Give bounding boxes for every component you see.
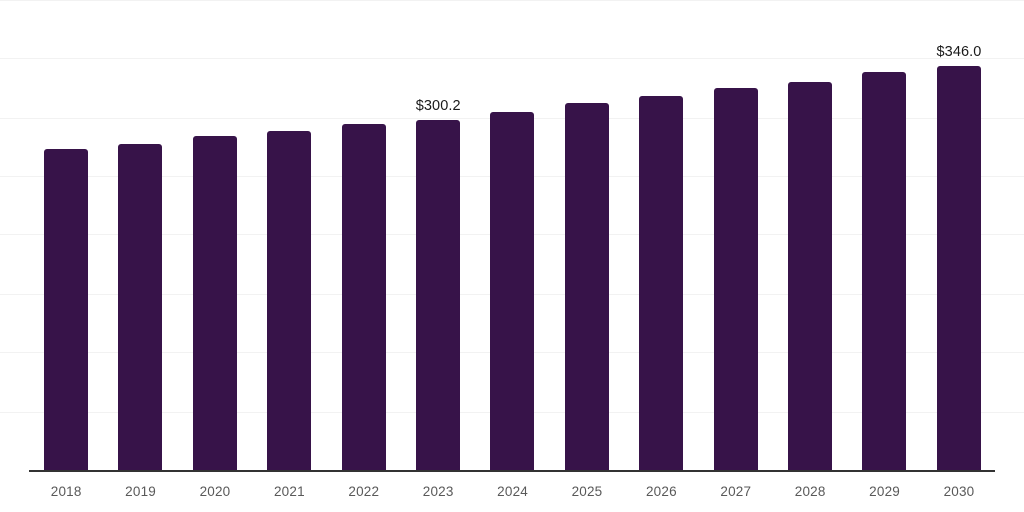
x-axis-tick-label: 2024 — [497, 484, 528, 499]
bar-slot — [699, 0, 773, 470]
x-axis-tick-labels: 2018 2019 2020 2021 2022 2023 2024 2025 2026 2027… — [29, 480, 995, 512]
x-axis-tick-label: 2028 — [794, 484, 826, 499]
bar[interactable] — [44, 148, 88, 470]
gridline — [0, 0, 1024, 1]
bar[interactable] — [713, 87, 758, 470]
bar-slot — [103, 0, 177, 470]
bar-slot — [327, 0, 401, 470]
bar[interactable] — [267, 130, 312, 470]
bar-slot — [550, 0, 624, 470]
x-axis-tick-label: 2021 — [273, 484, 305, 499]
x-axis-tick-label: 2020 — [199, 484, 231, 499]
bar[interactable] — [118, 143, 163, 470]
bar-slot — [475, 0, 549, 470]
bar-slot: $346.0 — [922, 0, 996, 470]
x-axis-tick-label: 2022 — [348, 484, 380, 499]
bar-value-label: $300.2 — [415, 97, 461, 114]
x-axis-tick-label: 2018 — [50, 484, 82, 499]
bar[interactable] — [341, 123, 386, 470]
gridline — [0, 58, 1024, 60]
x-axis-tick-label: 2025 — [571, 484, 603, 499]
plot-area: $300.2 $346.0 — [29, 0, 995, 470]
bar[interactable] — [192, 135, 237, 470]
bar[interactable] — [490, 111, 535, 470]
x-axis-tick-label: 2030 — [943, 484, 975, 499]
bar[interactable] — [639, 95, 684, 470]
bar-slot — [847, 0, 921, 470]
x-axis-tick-label: 2023 — [422, 484, 454, 499]
bar[interactable] — [564, 102, 609, 470]
bar-slot: $300.2 — [401, 0, 475, 470]
x-axis-tick-label: 2029 — [869, 484, 900, 499]
x-axis-tick-label: 2019 — [125, 484, 156, 499]
x-axis-tick-label: 2026 — [645, 484, 677, 499]
bar[interactable] — [862, 71, 907, 470]
bar-value-label: $346.0 — [936, 44, 982, 61]
bar[interactable] — [788, 81, 832, 470]
bar-slot — [29, 0, 103, 470]
bar-slot — [624, 0, 698, 470]
bar[interactable] — [416, 119, 460, 470]
x-axis-line — [29, 470, 995, 472]
bar[interactable] — [936, 66, 981, 470]
x-axis-tick-label: 2027 — [720, 484, 752, 499]
bar-slot — [773, 0, 847, 470]
bar-slot — [252, 0, 326, 470]
bar-slot — [178, 0, 252, 470]
